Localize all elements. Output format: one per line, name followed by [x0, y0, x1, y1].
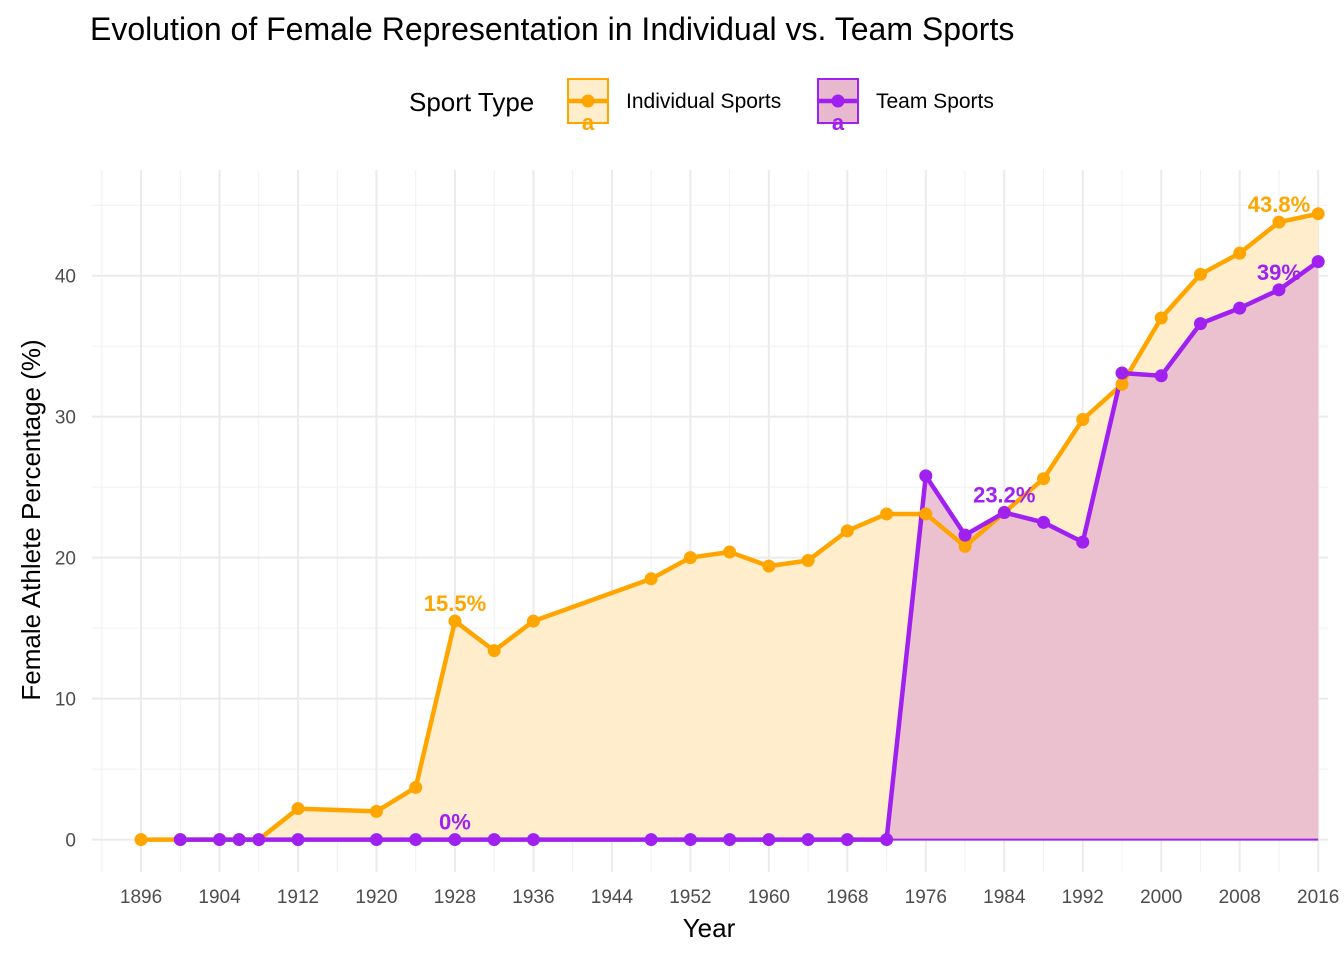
data-point-team [1311, 255, 1325, 269]
data-point-team [880, 833, 894, 847]
data-point-individual [880, 507, 894, 521]
data-point-individual [1311, 207, 1325, 221]
x-tick-label: 1936 [512, 887, 554, 908]
x-tick-label: 1960 [748, 887, 790, 908]
data-point-team [369, 833, 383, 847]
y-tick-label: 0 [65, 831, 76, 852]
legend-item-individual: a Individual Sports [567, 78, 781, 135]
legend-item-team: a Team Sports [817, 78, 994, 135]
data-point-individual [526, 614, 540, 628]
data-point-individual [291, 802, 305, 816]
legend-key-glyph: a [582, 110, 595, 135]
data-point-team [644, 833, 658, 847]
data-point-team [213, 833, 227, 847]
x-tick-label: 1952 [669, 887, 711, 908]
data-point-team [448, 833, 462, 847]
data-point-individual [1076, 413, 1090, 427]
data-point-team [919, 469, 933, 483]
legend-key-point [831, 94, 845, 108]
data-point-team [291, 833, 305, 847]
x-tick-label: 2016 [1297, 887, 1339, 908]
x-tick-label: 1896 [120, 887, 162, 908]
data-point-team [252, 833, 266, 847]
data-point-individual [134, 833, 148, 847]
annotation-label: 0% [439, 810, 471, 835]
annotation-label: 39% [1257, 260, 1301, 285]
data-point-team [1037, 515, 1051, 529]
data-point-individual [369, 804, 383, 818]
data-point-team [801, 833, 815, 847]
x-tick-label: 1944 [591, 887, 634, 908]
data-point-individual [801, 553, 815, 567]
line-team [178, 259, 1321, 842]
data-point-individual [644, 572, 658, 586]
x-tick-label: 1912 [277, 887, 319, 908]
data-point-team [1154, 369, 1168, 383]
y-tick-label: 20 [55, 549, 76, 570]
x-tick-label: 1976 [905, 887, 947, 908]
data-point-team [232, 833, 246, 847]
data-point-team [762, 833, 776, 847]
annotation-label: 15.5% [424, 591, 486, 616]
data-point-individual [958, 539, 972, 553]
data-point-team [409, 833, 423, 847]
data-point-individual [1037, 472, 1051, 486]
data-point-individual [1272, 215, 1286, 229]
data-point-team [1233, 301, 1247, 315]
x-tick-label: 1904 [198, 887, 241, 908]
data-point-individual [1115, 377, 1129, 391]
y-tick-label: 30 [55, 408, 76, 429]
data-point-team [1193, 317, 1207, 331]
data-point-individual [683, 551, 697, 565]
data-point-team [487, 833, 501, 847]
data-point-individual [448, 614, 462, 628]
data-point-individual [919, 507, 933, 521]
data-point-team [1272, 283, 1286, 297]
x-tick-label: 1968 [826, 887, 868, 908]
data-points [134, 207, 1325, 847]
data-point-individual [840, 524, 854, 538]
data-point-team [683, 833, 697, 847]
x-tick-label: 1984 [983, 887, 1026, 908]
data-point-team [958, 528, 972, 542]
data-point-team [840, 833, 854, 847]
legend: Sport Type a Individual Sports a Team Sport… [409, 78, 994, 135]
data-point-team [723, 833, 737, 847]
area-team [180, 261, 1319, 840]
legend-key-glyph: a [832, 110, 845, 135]
data-point-individual [1154, 311, 1168, 325]
x-tick-label: 2000 [1140, 887, 1182, 908]
data-point-team [1115, 366, 1129, 380]
chart-title: Evolution of Female Representation in In… [90, 11, 1014, 47]
data-point-individual [762, 559, 776, 573]
y-tick-label: 10 [55, 690, 76, 711]
area-fills [141, 213, 1319, 841]
data-point-team [997, 506, 1011, 520]
axes: 1896 1904 1912 1920 1928 1936 1944 1952 1960 1968… [55, 267, 1339, 908]
y-tick-label: 40 [55, 267, 76, 288]
x-tick-label: 1992 [1062, 887, 1104, 908]
legend-title: Sport Type [409, 87, 534, 117]
data-point-team [1076, 535, 1090, 549]
annotation-label: 43.8% [1248, 192, 1310, 217]
annotations: 15.5% 43.8% 0% 23.2% 39% [424, 192, 1310, 834]
x-tick-label: 1920 [355, 887, 397, 908]
data-point-team [526, 833, 540, 847]
data-point-individual [1233, 246, 1247, 260]
data-point-individual [487, 644, 501, 658]
legend-label: Individual Sports [626, 90, 781, 113]
x-axis-title: Year [683, 913, 736, 943]
annotation-label: 23.2% [973, 483, 1035, 508]
y-axis-title: Female Athlete Percentage (%) [16, 339, 46, 700]
legend-key-point [581, 94, 595, 108]
legend-label: Team Sports [876, 90, 994, 113]
x-tick-label: 1928 [434, 887, 476, 908]
data-point-individual [1193, 267, 1207, 281]
data-point-individual [409, 780, 423, 794]
x-tick-label: 2008 [1219, 887, 1261, 908]
data-point-team [173, 833, 187, 847]
data-point-individual [723, 545, 737, 559]
